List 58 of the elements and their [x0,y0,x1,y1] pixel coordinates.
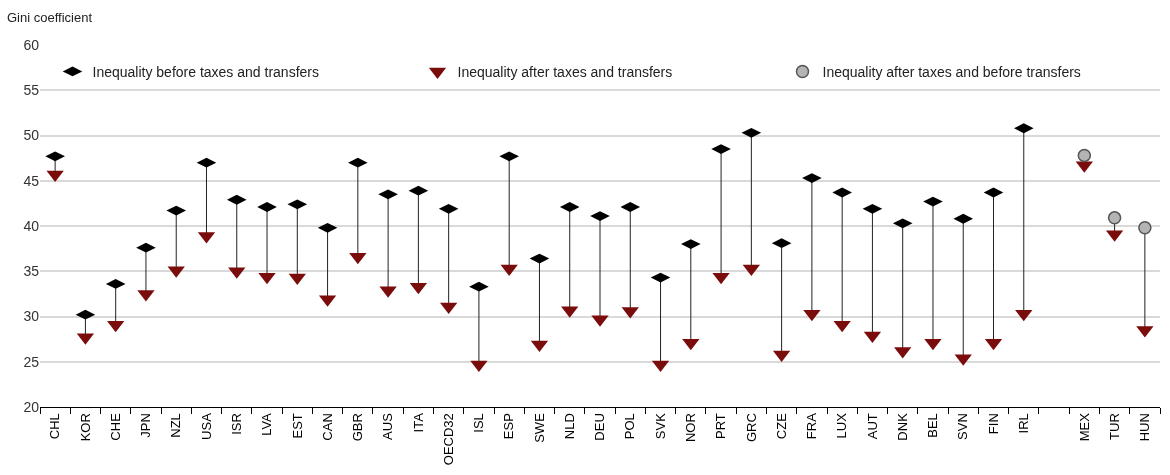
point [712,272,730,285]
x-tick-label: USA [198,412,214,440]
x-tick-label: LVA [259,412,275,436]
x-tick-label: ISL [471,413,487,433]
x-tick-label: SVN [955,413,971,440]
y-tick-label: 50 [23,127,40,144]
y-tick-label: 25 [23,353,40,370]
x-tick-label: EST [289,413,305,439]
x-tick-label: ITA [410,412,426,433]
legend-label: Inequality after taxes and transfers [457,63,673,80]
legend-label: Inequality before taxes and transfers [92,63,319,80]
x-tick-label: SVK [652,412,668,440]
x-tick-label: JPN [138,413,154,438]
x-tick-label: CAN [319,413,335,441]
x-tick-label: IRL [1016,413,1032,434]
x-tick-label: BEL [925,413,941,438]
y-axis-title: Gini coefficient [7,10,93,25]
x-tick-label: FRA [804,412,820,440]
x-tick-label: DEU [592,413,608,441]
x-tick-label: SWE [531,412,547,443]
x-tick-label: MEX [1076,412,1092,442]
x-tick-label: ESP [501,413,517,440]
y-tick-label: 30 [23,308,40,325]
point [500,264,518,277]
x-tick-label: NZL [168,413,184,438]
x-tick-label: LUX [834,412,850,439]
x-tick-label: CHL [47,413,63,440]
point [1107,211,1122,225]
x-tick-label: KOR [77,413,93,442]
point [288,273,306,286]
x-tick-label: AUT [864,413,880,440]
x-tick-label: POL [622,413,638,440]
y-tick-label: 20 [23,398,40,415]
x-tick-label: CZE [773,412,789,440]
x-tick-label: PRT [713,413,729,439]
x-tick-label: HUN [1137,413,1153,442]
y-tick-label: 55 [23,82,40,99]
y-tick-label: 45 [23,172,40,189]
x-tick-label: GBR [350,413,366,442]
x-tick-label: CHE [107,412,123,441]
legend-label: Inequality after taxes and before transfers [822,63,1081,80]
x-tick-label: ISR [228,413,244,435]
point [107,320,125,333]
y-tick-label: 40 [23,217,40,234]
x-tick-label: OECD32 [440,413,456,466]
x-tick-label: GRC [743,413,759,443]
x-tick-label: FIN [985,413,1001,435]
point [833,320,851,333]
x-tick-label: DNK [894,412,910,441]
x-tick-label: TUR [1106,413,1122,440]
y-tick-label: 35 [23,263,40,280]
point [1077,148,1092,163]
x-tick-label: NOR [683,413,699,443]
x-tick-label: NLD [561,413,577,440]
x-tick-label: AUS [380,412,396,440]
y-tick-label: 60 [23,36,40,53]
point [258,272,276,285]
point [1138,221,1152,235]
